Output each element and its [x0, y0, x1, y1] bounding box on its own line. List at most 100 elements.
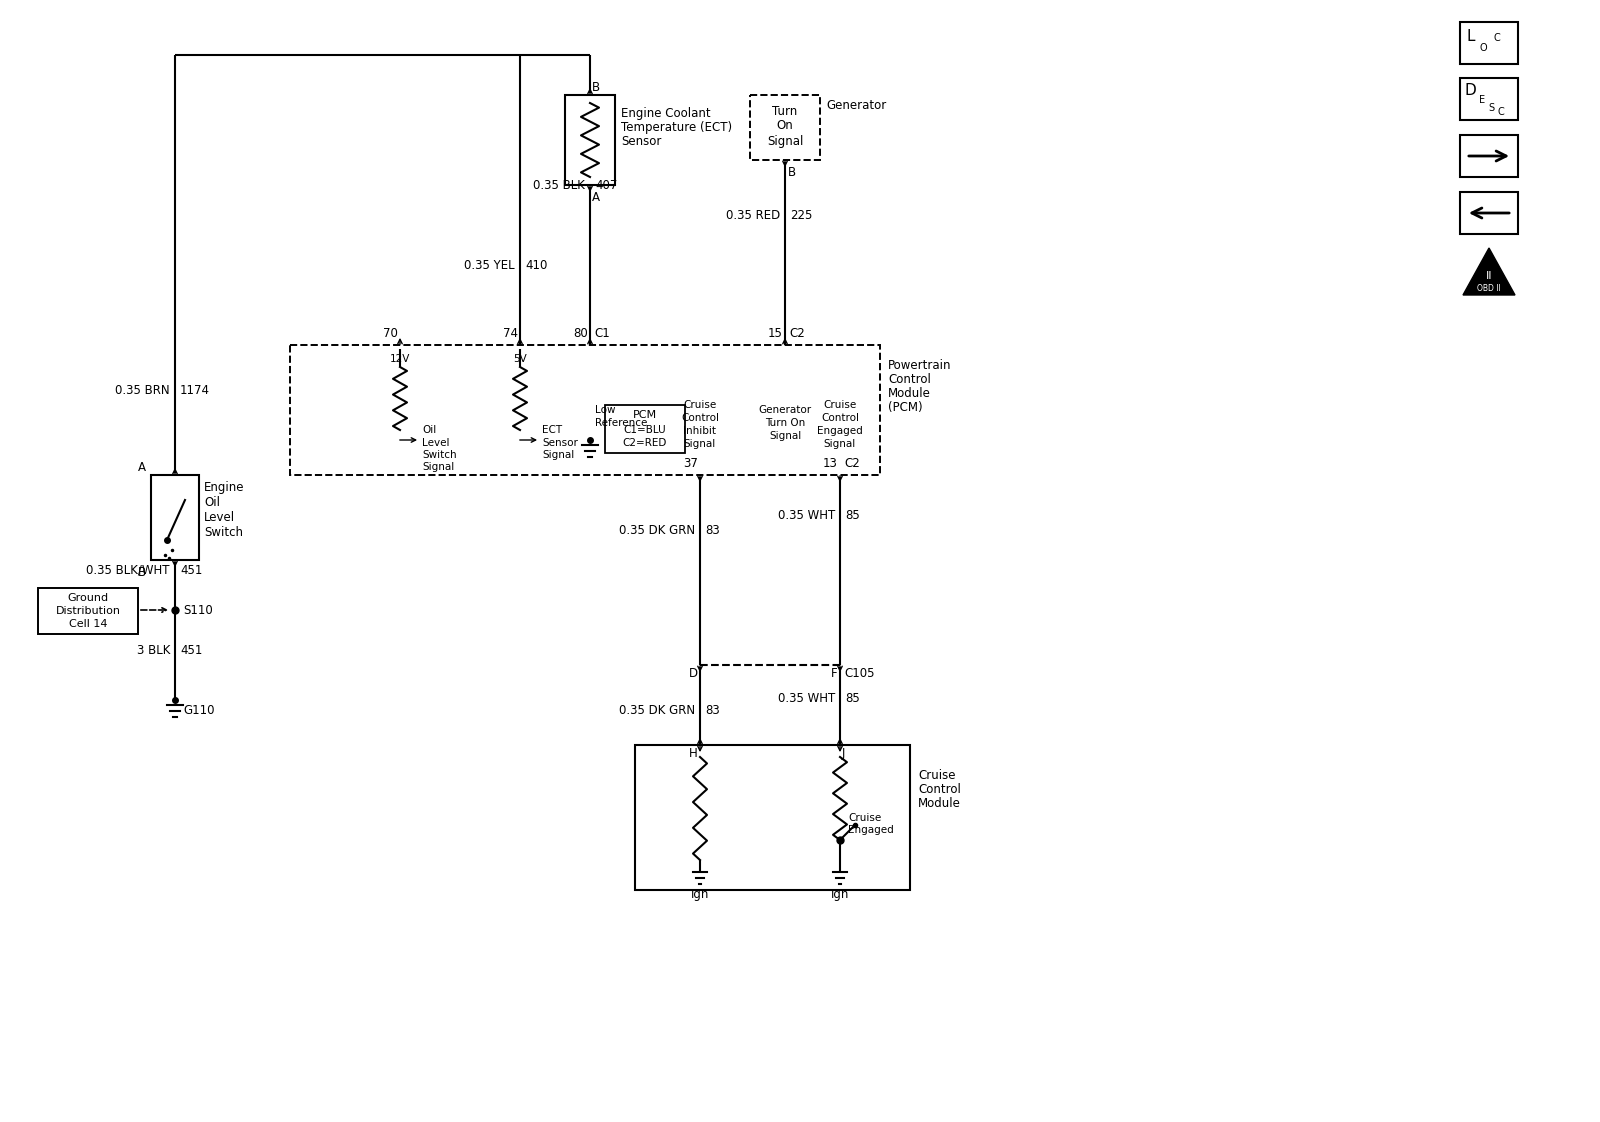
Text: 13: 13	[822, 457, 838, 469]
Text: 0.35 BLK: 0.35 BLK	[533, 178, 586, 192]
Polygon shape	[1462, 248, 1515, 295]
Text: C: C	[1494, 33, 1501, 43]
Text: 74: 74	[502, 327, 518, 340]
Text: Control: Control	[821, 413, 859, 423]
Text: Powertrain: Powertrain	[888, 359, 952, 371]
Text: C1=BLU: C1=BLU	[624, 425, 666, 435]
Text: Oil: Oil	[422, 425, 437, 435]
Text: 451: 451	[179, 563, 202, 577]
Text: 0.35 RED: 0.35 RED	[726, 209, 781, 221]
Text: Level: Level	[422, 438, 450, 448]
Text: Control: Control	[918, 782, 962, 795]
Text: Signal: Signal	[770, 431, 802, 441]
Text: 0.35 WHT: 0.35 WHT	[778, 691, 835, 705]
Text: S: S	[1488, 103, 1494, 113]
Text: C2=RED: C2=RED	[622, 438, 667, 448]
Text: Engaged: Engaged	[818, 426, 862, 436]
Bar	[290, 344, 880, 475]
Text: 407: 407	[595, 178, 618, 192]
Text: Reference: Reference	[595, 419, 648, 427]
Text: 83: 83	[706, 703, 720, 717]
Text: L: L	[1466, 28, 1475, 44]
Text: Control: Control	[682, 413, 718, 423]
Text: 85: 85	[845, 508, 859, 522]
Text: 5V: 5V	[514, 355, 526, 364]
Text: Low: Low	[595, 405, 616, 415]
Text: E: E	[1478, 95, 1485, 105]
Text: Module: Module	[888, 386, 931, 399]
Bar	[1459, 79, 1518, 120]
Text: Engine Coolant: Engine Coolant	[621, 107, 710, 120]
Text: C2: C2	[789, 327, 805, 340]
Text: A: A	[138, 460, 146, 473]
Text: Cruise: Cruise	[918, 769, 955, 782]
Text: Signal: Signal	[683, 439, 717, 449]
Text: Module: Module	[918, 797, 962, 809]
Bar	[635, 745, 910, 890]
Text: 12V: 12V	[390, 355, 410, 364]
Text: Signal: Signal	[766, 135, 803, 147]
Text: Ign: Ign	[691, 888, 709, 901]
Text: Inhibit: Inhibit	[683, 426, 717, 436]
Bar	[1459, 22, 1518, 64]
Text: Temperature (ECT): Temperature (ECT)	[621, 120, 733, 134]
Text: 15: 15	[768, 327, 782, 340]
Bar	[565, 95, 614, 185]
Bar	[1459, 192, 1518, 234]
Text: Oil: Oil	[205, 496, 221, 508]
Text: A: A	[592, 191, 600, 203]
Text: ECT: ECT	[542, 425, 562, 435]
Text: D: D	[690, 666, 698, 680]
Bar	[38, 588, 138, 634]
Text: Switch: Switch	[422, 450, 456, 460]
Text: 0.35 BLK/WHT: 0.35 BLK/WHT	[86, 563, 170, 577]
Text: Switch: Switch	[205, 525, 243, 539]
Text: O: O	[1480, 43, 1488, 53]
Text: 0.35 WHT: 0.35 WHT	[778, 508, 835, 522]
Text: 37: 37	[683, 457, 698, 469]
Text: Ground: Ground	[67, 594, 109, 603]
Text: 83: 83	[706, 524, 720, 536]
Text: 225: 225	[790, 209, 813, 221]
Text: C2: C2	[845, 457, 859, 469]
Text: F: F	[832, 666, 838, 680]
Text: Cruise: Cruise	[683, 401, 717, 410]
Bar	[605, 405, 685, 453]
Text: Cell 14: Cell 14	[69, 619, 107, 629]
Text: OBD II: OBD II	[1477, 284, 1501, 293]
Text: B: B	[138, 565, 146, 579]
Text: II: II	[1486, 272, 1493, 280]
Text: 0.35 BRN: 0.35 BRN	[115, 384, 170, 396]
Text: On: On	[776, 119, 794, 131]
Text: PCM: PCM	[634, 410, 658, 420]
Text: Control: Control	[888, 373, 931, 386]
Text: Engine: Engine	[205, 480, 245, 494]
Text: H: H	[690, 746, 698, 760]
Text: G110: G110	[182, 703, 214, 717]
Text: D: D	[1466, 83, 1477, 98]
Text: Cruise: Cruise	[824, 401, 856, 410]
Text: 0.35 YEL: 0.35 YEL	[464, 258, 515, 272]
Text: C105: C105	[845, 666, 875, 680]
Text: Generator: Generator	[758, 405, 811, 415]
Text: Cruise: Cruise	[848, 813, 882, 824]
Text: Turn On: Turn On	[765, 419, 805, 427]
Text: 410: 410	[525, 258, 547, 272]
Text: 80: 80	[573, 327, 589, 340]
Text: Distribution: Distribution	[56, 606, 120, 616]
Text: 70: 70	[382, 327, 398, 340]
Text: Signal: Signal	[824, 439, 856, 449]
Text: J: J	[842, 746, 845, 760]
Text: Signal: Signal	[542, 450, 574, 460]
Text: S110: S110	[182, 604, 213, 616]
Text: 1174: 1174	[179, 384, 210, 396]
Text: B: B	[787, 166, 797, 178]
Text: Ign: Ign	[830, 888, 850, 901]
Text: 0.35 DK GRN: 0.35 DK GRN	[619, 524, 694, 536]
Text: (PCM): (PCM)	[888, 401, 923, 414]
Text: Engaged: Engaged	[848, 825, 894, 835]
Bar	[750, 95, 819, 160]
Text: Generator: Generator	[826, 99, 886, 111]
Text: 85: 85	[845, 691, 859, 705]
Text: Signal: Signal	[422, 462, 454, 472]
